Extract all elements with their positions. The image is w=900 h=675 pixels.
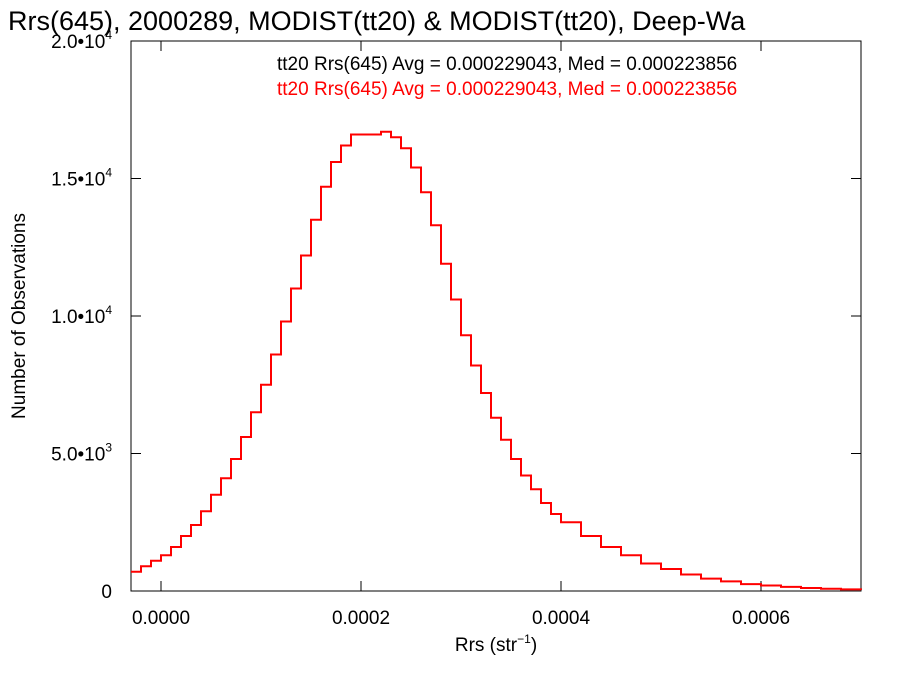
- y-axis-label: Number of Observations: [9, 213, 30, 419]
- y-axis: 0 5.0•103 1.0•104 1.5•104 2.0•104: [51, 28, 861, 603]
- annotation-black: tt20 Rrs(645) Avg = 0.000229043, Med = 0…: [277, 54, 737, 75]
- y-tick-label: 1.5•104: [51, 166, 112, 191]
- histogram-series-line: [131, 130, 862, 591]
- y-tick-label: 5.0•103: [51, 441, 112, 466]
- x-tick-label: 0.0002: [332, 608, 390, 629]
- annotation-red: tt20 Rrs(645) Avg = 0.000229043, Med = 0…: [277, 79, 737, 100]
- plot-frame: [130, 40, 862, 592]
- x-axis-label: Rrs (str−1): [455, 632, 537, 656]
- y-tick-label: 2.0•104: [51, 28, 112, 53]
- x-tick-label: 0.0006: [732, 608, 790, 629]
- x-axis: 0.0000 0.0002 0.0004 0.0006: [132, 41, 790, 629]
- x-tick-label: 0.0004: [532, 608, 591, 629]
- y-tick-label: 1.0•104: [51, 303, 112, 328]
- chart-title: Rrs(645), 2000289, MODIST(tt20) & MODIST…: [8, 6, 746, 36]
- x-tick-label: 0.0000: [132, 608, 190, 629]
- y-tick-label: 0: [101, 582, 112, 603]
